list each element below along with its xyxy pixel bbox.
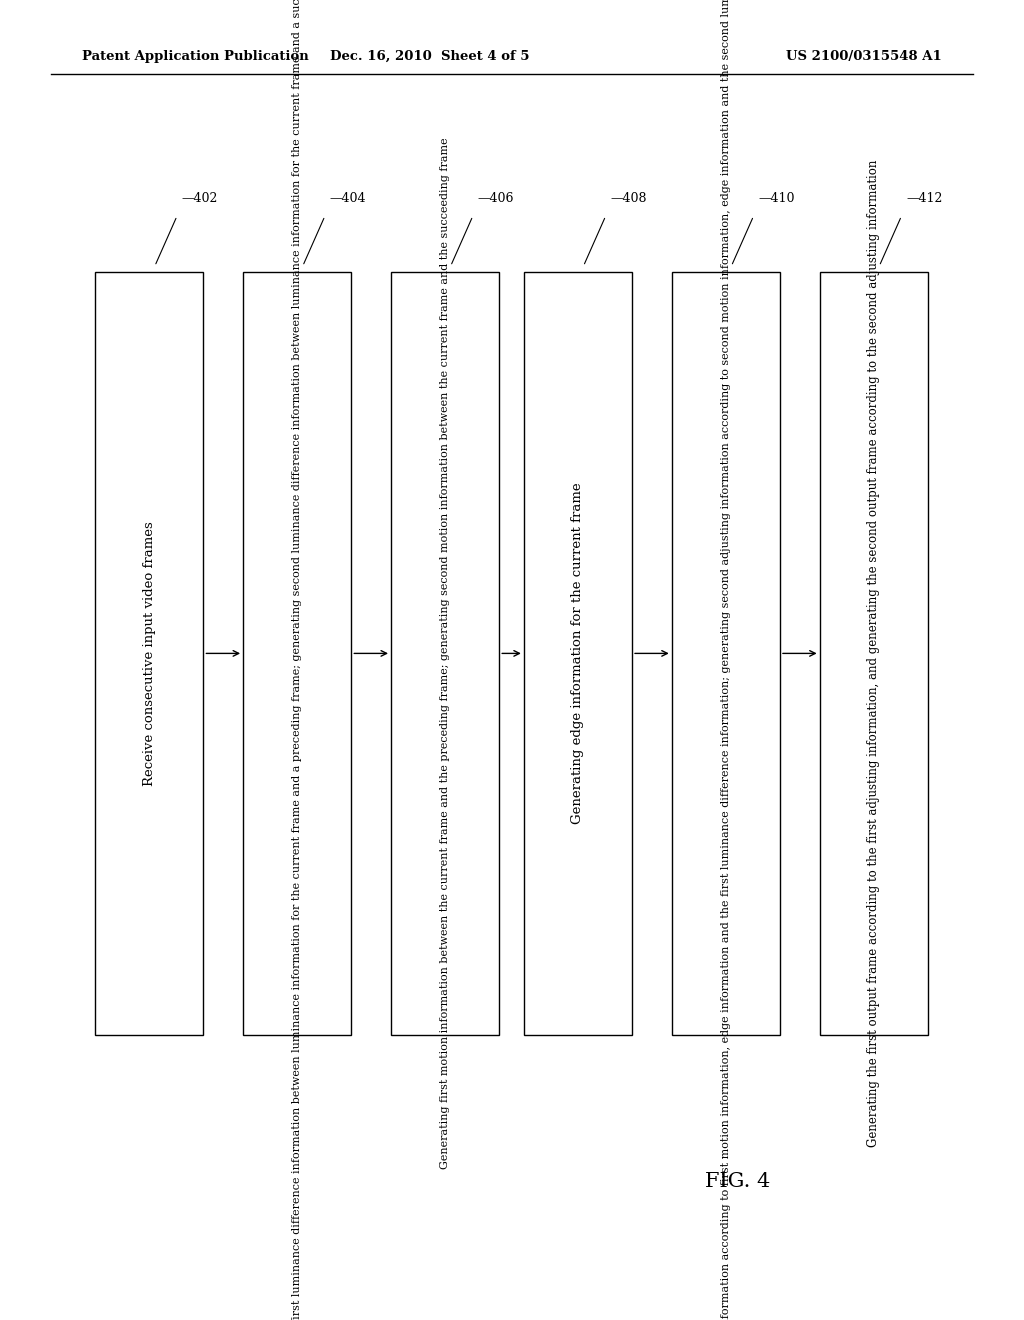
Bar [819, 272, 928, 1035]
Bar [391, 272, 500, 1035]
Text: Receive consecutive input video frames: Receive consecutive input video frames [142, 521, 156, 785]
Text: Patent Application Publication: Patent Application Publication [82, 50, 308, 63]
Bar [523, 272, 632, 1035]
Text: —406: —406 [477, 191, 514, 205]
Text: —410: —410 [759, 191, 795, 205]
Text: Generating first motion information between the current frame and the preceding : Generating first motion information betw… [440, 137, 451, 1170]
Text: FIG. 4: FIG. 4 [705, 1172, 770, 1191]
Text: —408: —408 [610, 191, 647, 205]
Text: Generating the first output frame according to the first adjusting information, : Generating the first output frame accord… [867, 160, 881, 1147]
Bar [672, 272, 780, 1035]
Text: Generating first adjusting information according to first motion information, ed: Generating first adjusting information a… [721, 0, 731, 1320]
Bar [243, 272, 351, 1035]
Text: —402: —402 [182, 191, 218, 205]
Text: Generating first luminance difference information between luminance information : Generating first luminance difference in… [292, 0, 302, 1320]
Text: —412: —412 [906, 191, 943, 205]
Text: US 2100/0315548 A1: US 2100/0315548 A1 [786, 50, 942, 63]
Bar [95, 272, 204, 1035]
Text: —404: —404 [330, 191, 367, 205]
Text: Generating edge information for the current frame: Generating edge information for the curr… [571, 483, 585, 824]
Text: Dec. 16, 2010  Sheet 4 of 5: Dec. 16, 2010 Sheet 4 of 5 [331, 50, 529, 63]
